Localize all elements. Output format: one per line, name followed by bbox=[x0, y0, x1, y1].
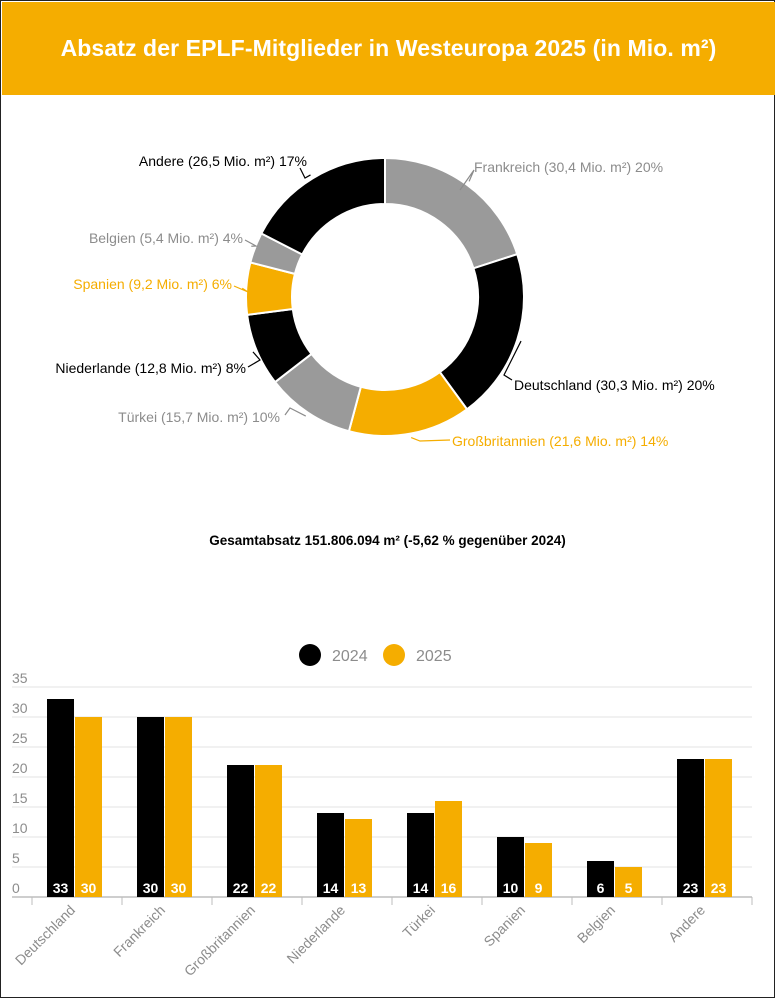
bar-deutschland-2024 bbox=[47, 699, 74, 897]
donut-label-frankreich: Frankreich (30,4 Mio. m²) 20% bbox=[474, 159, 663, 175]
legend-label-2025: 2025 bbox=[416, 648, 452, 665]
x-tick-label-andere: Andere bbox=[665, 902, 708, 945]
bar-value-label-spanien-2025: 9 bbox=[535, 880, 543, 896]
y-tick-label-25: 25 bbox=[12, 730, 28, 746]
donut-leader-spanien bbox=[233, 285, 249, 293]
bar-spanien-2025 bbox=[525, 843, 552, 897]
bar-value-label-grossbritannien-2024: 22 bbox=[233, 880, 249, 896]
donut-label-spanien: Spanien (9,2 Mio. m²) 6% bbox=[73, 276, 232, 292]
bar-value-label-grossbritannien-2025: 22 bbox=[261, 880, 277, 896]
bar-value-label-andere-2024: 23 bbox=[683, 880, 699, 896]
donut-label-deutschland: Deutschland (30,3 Mio. m²) 20% bbox=[514, 377, 715, 393]
legend-label-2024: 2024 bbox=[332, 648, 368, 665]
legend-marker-2025 bbox=[383, 644, 405, 666]
y-tick-label-10: 10 bbox=[12, 820, 28, 836]
bar-tuerkei-2025 bbox=[435, 801, 462, 897]
x-tick-label-niederlande: Niederlande bbox=[283, 902, 348, 967]
x-tick-label-frankreich: Frankreich bbox=[110, 902, 168, 960]
bar-belgien-2025 bbox=[615, 867, 642, 897]
y-tick-label-30: 30 bbox=[12, 700, 28, 716]
y-tick-label-15: 15 bbox=[12, 790, 28, 806]
x-tick-label-deutschland: Deutschland bbox=[12, 902, 78, 968]
bar-value-label-andere-2025: 23 bbox=[711, 880, 727, 896]
donut-label-andere: Andere (26,5 Mio. m²) 17% bbox=[139, 153, 307, 169]
donut-leader-deutschland bbox=[503, 340, 522, 381]
x-tick-label-grossbritannien: Großbritannien bbox=[181, 902, 258, 979]
y-tick-label-5: 5 bbox=[12, 850, 20, 866]
bar-value-label-spanien-2024: 10 bbox=[503, 880, 519, 896]
header-banner: Absatz der EPLF-Mitglieder in Westeuropa… bbox=[2, 2, 775, 95]
donut-label-niederlande: Niederlande (12,8 Mio. m²) 8% bbox=[55, 360, 246, 376]
bar-value-label-belgien-2024: 6 bbox=[597, 880, 605, 896]
y-tick-label-0: 0 bbox=[12, 880, 20, 896]
bar-value-label-belgien-2025: 5 bbox=[625, 880, 633, 896]
legend-marker-2024 bbox=[299, 644, 321, 666]
bar-belgien-2024 bbox=[587, 861, 614, 897]
bar-value-label-niederlande-2025: 13 bbox=[351, 880, 367, 896]
bar-grossbritannien-2024 bbox=[227, 765, 254, 897]
bar-andere-2025 bbox=[705, 759, 732, 897]
bar-grossbritannien-2025 bbox=[255, 765, 282, 897]
donut-label-belgien: Belgien (5,4 Mio. m²) 4% bbox=[89, 230, 243, 246]
donut-label-tuerkei: Türkei (15,7 Mio. m²) 10% bbox=[118, 409, 280, 425]
donut-leader-niederlande bbox=[247, 351, 261, 368]
bar-value-label-frankreich-2025: 30 bbox=[171, 880, 187, 896]
bar-andere-2024 bbox=[677, 759, 704, 897]
donut-leader-tuerkei bbox=[284, 407, 307, 417]
donut-leader-andere bbox=[299, 167, 311, 179]
x-tick-label-spanien: Spanien bbox=[480, 902, 528, 950]
total-sales-text: Gesamtabsatz 151.806.094 m² (-5,62 % geg… bbox=[209, 533, 566, 548]
donut-chart: Frankreich (30,4 Mio. m²) 20% Deutschland… bbox=[55, 153, 715, 449]
bar-deutschland-2025 bbox=[75, 717, 102, 897]
bar-value-label-niederlande-2024: 14 bbox=[323, 880, 339, 896]
x-tick-label-tuerkei: Türkei bbox=[399, 902, 438, 941]
y-tick-label-20: 20 bbox=[12, 760, 28, 776]
bar-frankreich-2024 bbox=[137, 717, 164, 897]
bar-frankreich-2025 bbox=[165, 717, 192, 897]
bar-value-label-tuerkei-2024: 14 bbox=[413, 880, 429, 896]
donut-leader-belgien bbox=[244, 239, 259, 247]
page-title: Absatz der EPLF-Mitglieder in Westeuropa… bbox=[60, 35, 717, 61]
bar-tuerkei-2024 bbox=[407, 813, 434, 897]
bar-value-label-tuerkei-2025: 16 bbox=[441, 880, 457, 896]
x-tick-label-belgien: Belgien bbox=[574, 902, 618, 946]
donut-slice-andere bbox=[260, 156, 386, 256]
bar-niederlande-2025 bbox=[345, 819, 372, 897]
bar-niederlande-2024 bbox=[317, 813, 344, 897]
donut-leader-frankreich bbox=[459, 169, 475, 191]
y-tick-label-35: 35 bbox=[12, 670, 28, 686]
bar-value-label-deutschland-2024: 33 bbox=[53, 880, 69, 896]
bar-value-label-frankreich-2024: 30 bbox=[143, 880, 159, 896]
donut-label-grossbritannien: Großbritannien (21,6 Mio. m²) 14% bbox=[452, 433, 668, 449]
donut-leader-grossbritannien bbox=[410, 437, 451, 442]
bar-value-label-deutschland-2025: 30 bbox=[81, 880, 97, 896]
bar-spanien-2024 bbox=[497, 837, 524, 897]
